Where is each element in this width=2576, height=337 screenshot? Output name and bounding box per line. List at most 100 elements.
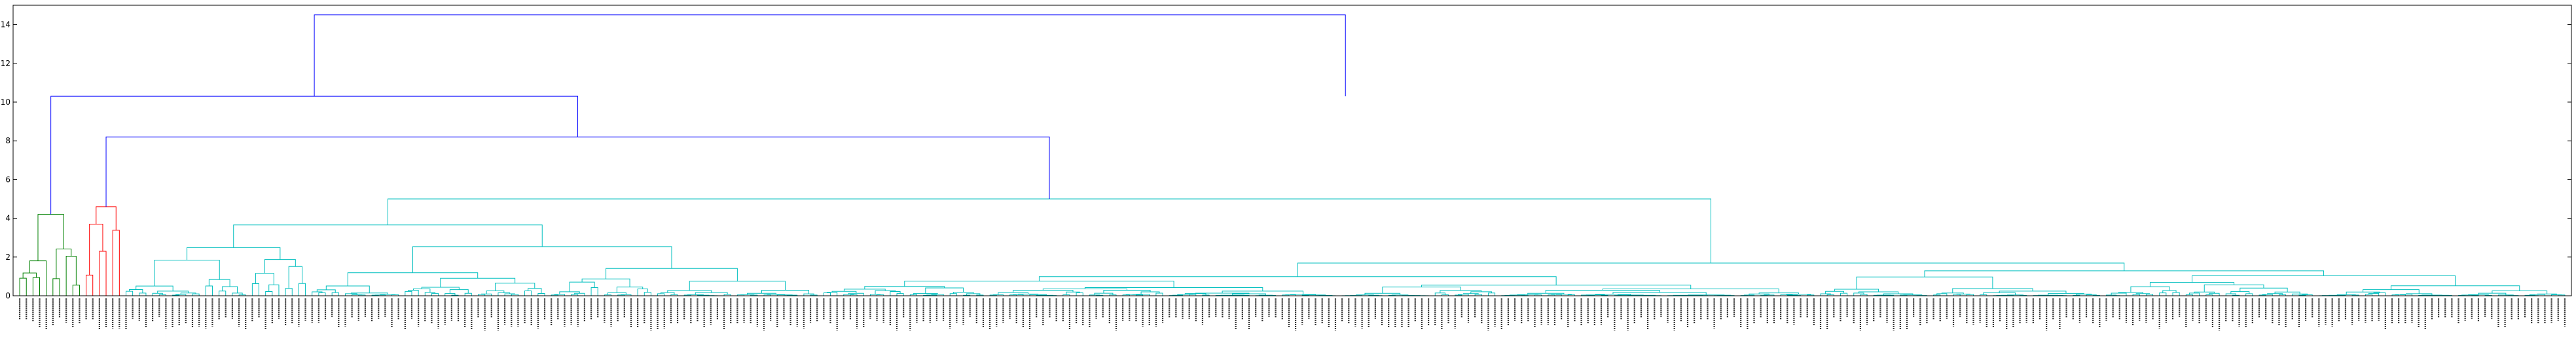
dendrogram-link: [528, 288, 542, 294]
dendrogram-link: [2037, 294, 2059, 296]
dendrogram-link: [208, 279, 230, 287]
dendrogram-link: [408, 290, 419, 296]
dendrogram-link: [316, 289, 336, 293]
y-tick-label: 0: [5, 291, 10, 300]
dendrogram-link: [2278, 294, 2287, 296]
dendrogram-link: [413, 288, 431, 293]
dendrogram-link: [52, 278, 60, 296]
dendrogram-link: [1595, 294, 1631, 295]
dendrogram-link: [926, 294, 937, 296]
dendrogram-link: [913, 293, 938, 295]
dendrogram-link: [1029, 294, 1047, 296]
dendrogram-link: [1883, 293, 1914, 295]
dendrogram-link: [380, 294, 396, 295]
dendrogram-link: [288, 266, 302, 289]
dendrogram-link: [966, 293, 981, 296]
dendrogram-link: [992, 294, 1004, 296]
y-tick-label: 10: [1, 98, 10, 107]
dendrogram-link: [670, 294, 678, 296]
dendrogram-link: [1297, 262, 2125, 277]
dendrogram-link: [2188, 293, 2200, 296]
dendrogram-link: [2363, 289, 2420, 294]
dendrogram-link: [2132, 294, 2140, 296]
dendrogram-link: [1222, 291, 1303, 294]
dendrogram-link: [1517, 294, 1539, 295]
dendrogram-link: [268, 284, 280, 296]
dendrogram-link: [1743, 294, 1754, 296]
dendrogram-link: [89, 223, 103, 275]
dendrogram-link: [1999, 291, 2067, 294]
dendrogram-link: [219, 291, 227, 296]
dendrogram-link: [667, 290, 712, 293]
y-tick-label: 6: [5, 175, 10, 184]
y-tick-label: 12: [1, 59, 10, 68]
dendrogram-link: [740, 294, 755, 295]
dendrogram-link: [1787, 294, 1798, 296]
dendrogram-link: [644, 292, 651, 296]
dendrogram-link: [498, 292, 511, 296]
dendrogram-link: [831, 291, 857, 294]
dendrogram-link: [2551, 294, 2562, 296]
dendrogram-link: [285, 288, 293, 296]
dendrogram-link: [1567, 294, 1575, 296]
dendrogram-link: [687, 294, 704, 296]
dendrogram-link: [621, 294, 632, 296]
dendrogram-link: [481, 293, 492, 296]
dendrogram-link: [1764, 294, 1775, 296]
dendrogram-link: [2292, 293, 2308, 296]
dendrogram-link: [2245, 293, 2253, 296]
dendrogram-link: [2274, 291, 2300, 294]
dendrogram-link: [747, 293, 776, 295]
dendrogram-link: [869, 294, 881, 296]
dendrogram-link: [1458, 294, 1469, 296]
dendrogram-link: [864, 286, 945, 289]
axes-frame: [12, 5, 2572, 296]
dendrogram-link: [136, 285, 173, 291]
dendrogram-link: [952, 292, 974, 294]
dendrogram-link: [1305, 294, 1326, 296]
dendrogram-link: [1749, 293, 1769, 295]
dendrogram-link: [1983, 293, 2016, 295]
dendrogram-link: [1202, 294, 1210, 296]
dendrogram-link: [606, 268, 738, 281]
dendrogram-link: [1184, 293, 1206, 295]
y-tick-label: 8: [5, 136, 10, 145]
dendrogram-link: [723, 294, 731, 296]
dendrogram-link: [1364, 293, 1401, 295]
dendrogram-link: [1155, 293, 1163, 296]
dendrogram-link: [2185, 294, 2193, 296]
dendrogram-link: [86, 274, 94, 296]
dendrogram-link: [2240, 287, 2288, 293]
dendrogram-link: [449, 289, 469, 294]
dendrogram-link: [125, 291, 134, 296]
dendrogram-link: [2336, 294, 2356, 296]
dendrogram-link: [1903, 294, 1923, 296]
dendrogram-link: [761, 289, 810, 294]
dendrogram-link: [412, 246, 672, 273]
dendrogram-link: [2205, 294, 2213, 296]
dendrogram-link: [925, 287, 964, 294]
dendrogram-link: [1780, 294, 1793, 296]
dendrogram-link: [1282, 294, 1290, 296]
dendrogram-link: [2422, 294, 2442, 296]
y-tick-label: 2: [5, 253, 10, 262]
dendrogram-link: [1509, 294, 1525, 296]
dendrogram-link: [695, 292, 728, 295]
dendrogram-link: [358, 294, 366, 296]
dendrogram-link: [1258, 294, 1273, 296]
dendrogram-link: [1109, 294, 1117, 296]
dendrogram-link: [1421, 285, 1692, 289]
dendrogram-link: [1548, 294, 1555, 296]
dendrogram-link: [1953, 294, 1961, 296]
dendrogram-link: [1135, 294, 1144, 296]
dendrogram-link: [554, 294, 565, 296]
dendrogram-link: [331, 292, 339, 296]
dendrogram-link: [431, 293, 439, 296]
dendrogram-link: [1038, 276, 1557, 285]
dendrogram-link: [1612, 292, 1707, 295]
dendrogram-link: [909, 294, 917, 296]
dendrogram-link: [590, 287, 598, 296]
dendrogram-link: [175, 294, 187, 296]
